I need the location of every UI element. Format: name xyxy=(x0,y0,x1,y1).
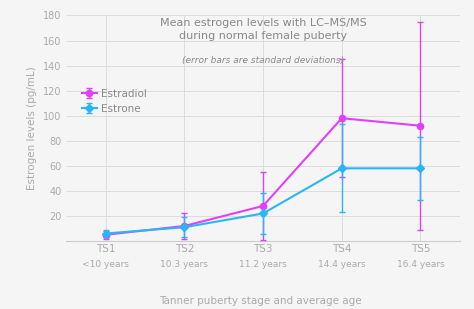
Text: Mean estrogen levels with LC–MS/MS
during normal female puberty: Mean estrogen levels with LC–MS/MS durin… xyxy=(160,18,366,41)
Text: Tanner puberty stage and average age: Tanner puberty stage and average age xyxy=(159,296,362,306)
Text: (error bars are standard deviations): (error bars are standard deviations) xyxy=(182,56,344,65)
Legend: Estradiol, Estrone: Estradiol, Estrone xyxy=(80,87,149,116)
Y-axis label: Estrogen levels (pg/mL): Estrogen levels (pg/mL) xyxy=(27,66,37,190)
